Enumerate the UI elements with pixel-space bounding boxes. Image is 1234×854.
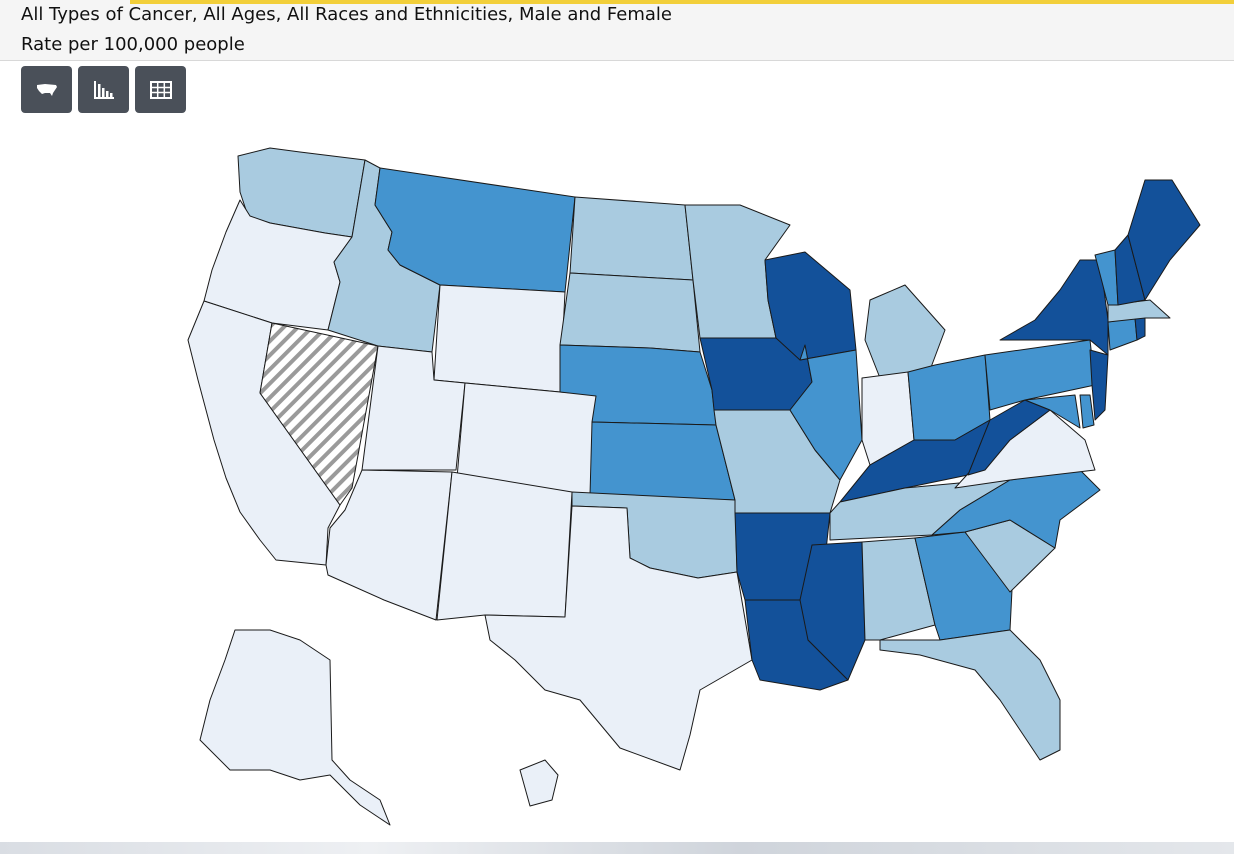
state-mi[interactable]: [864, 284, 946, 379]
state-mt[interactable]: [374, 167, 576, 293]
state-ks[interactable]: [589, 421, 736, 501]
state-me[interactable]: [1127, 179, 1201, 301]
state-nd[interactable]: [569, 196, 694, 281]
state-nc[interactable]: [931, 469, 1101, 549]
state-ct[interactable]: [1107, 317, 1138, 351]
taskbar-strip: [0, 842, 1234, 854]
chart-title: All Types of Cancer, All Ages, All Races…: [21, 4, 673, 25]
state-tx[interactable]: [484, 505, 753, 771]
state-sd[interactable]: [559, 272, 701, 353]
map-view-button[interactable]: [21, 66, 72, 113]
us-map-svg: [187, 147, 1201, 826]
chart-subtitle: Rate per 100,000 people: [21, 34, 245, 55]
state-wy[interactable]: [433, 284, 566, 393]
state-fl[interactable]: [879, 629, 1061, 761]
state-ri[interactable]: [1134, 317, 1146, 341]
table-icon: [149, 80, 172, 99]
state-pa[interactable]: [984, 339, 1096, 411]
state-ak[interactable]: [199, 629, 391, 826]
chart-view-button[interactable]: [78, 66, 129, 113]
state-de[interactable]: [1079, 394, 1095, 429]
view-toolbar: [21, 66, 186, 113]
state-il[interactable]: [789, 344, 863, 481]
accent-bar: [130, 0, 1234, 4]
state-nv[interactable]: [259, 322, 379, 506]
state-nm[interactable]: [436, 471, 573, 621]
state-al[interactable]: [861, 537, 936, 641]
state-nj[interactable]: [1089, 349, 1109, 421]
table-view-button[interactable]: [135, 66, 186, 113]
us-choropleth-map: [0, 115, 1234, 840]
state-ny[interactable]: [999, 259, 1109, 356]
bar-chart-icon: [93, 80, 114, 99]
chart-header: All Types of Cancer, All Ages, All Races…: [0, 0, 1234, 61]
state-hi[interactable]: [519, 759, 559, 807]
state-md[interactable]: [1024, 394, 1081, 429]
us-map-icon: [36, 83, 57, 96]
